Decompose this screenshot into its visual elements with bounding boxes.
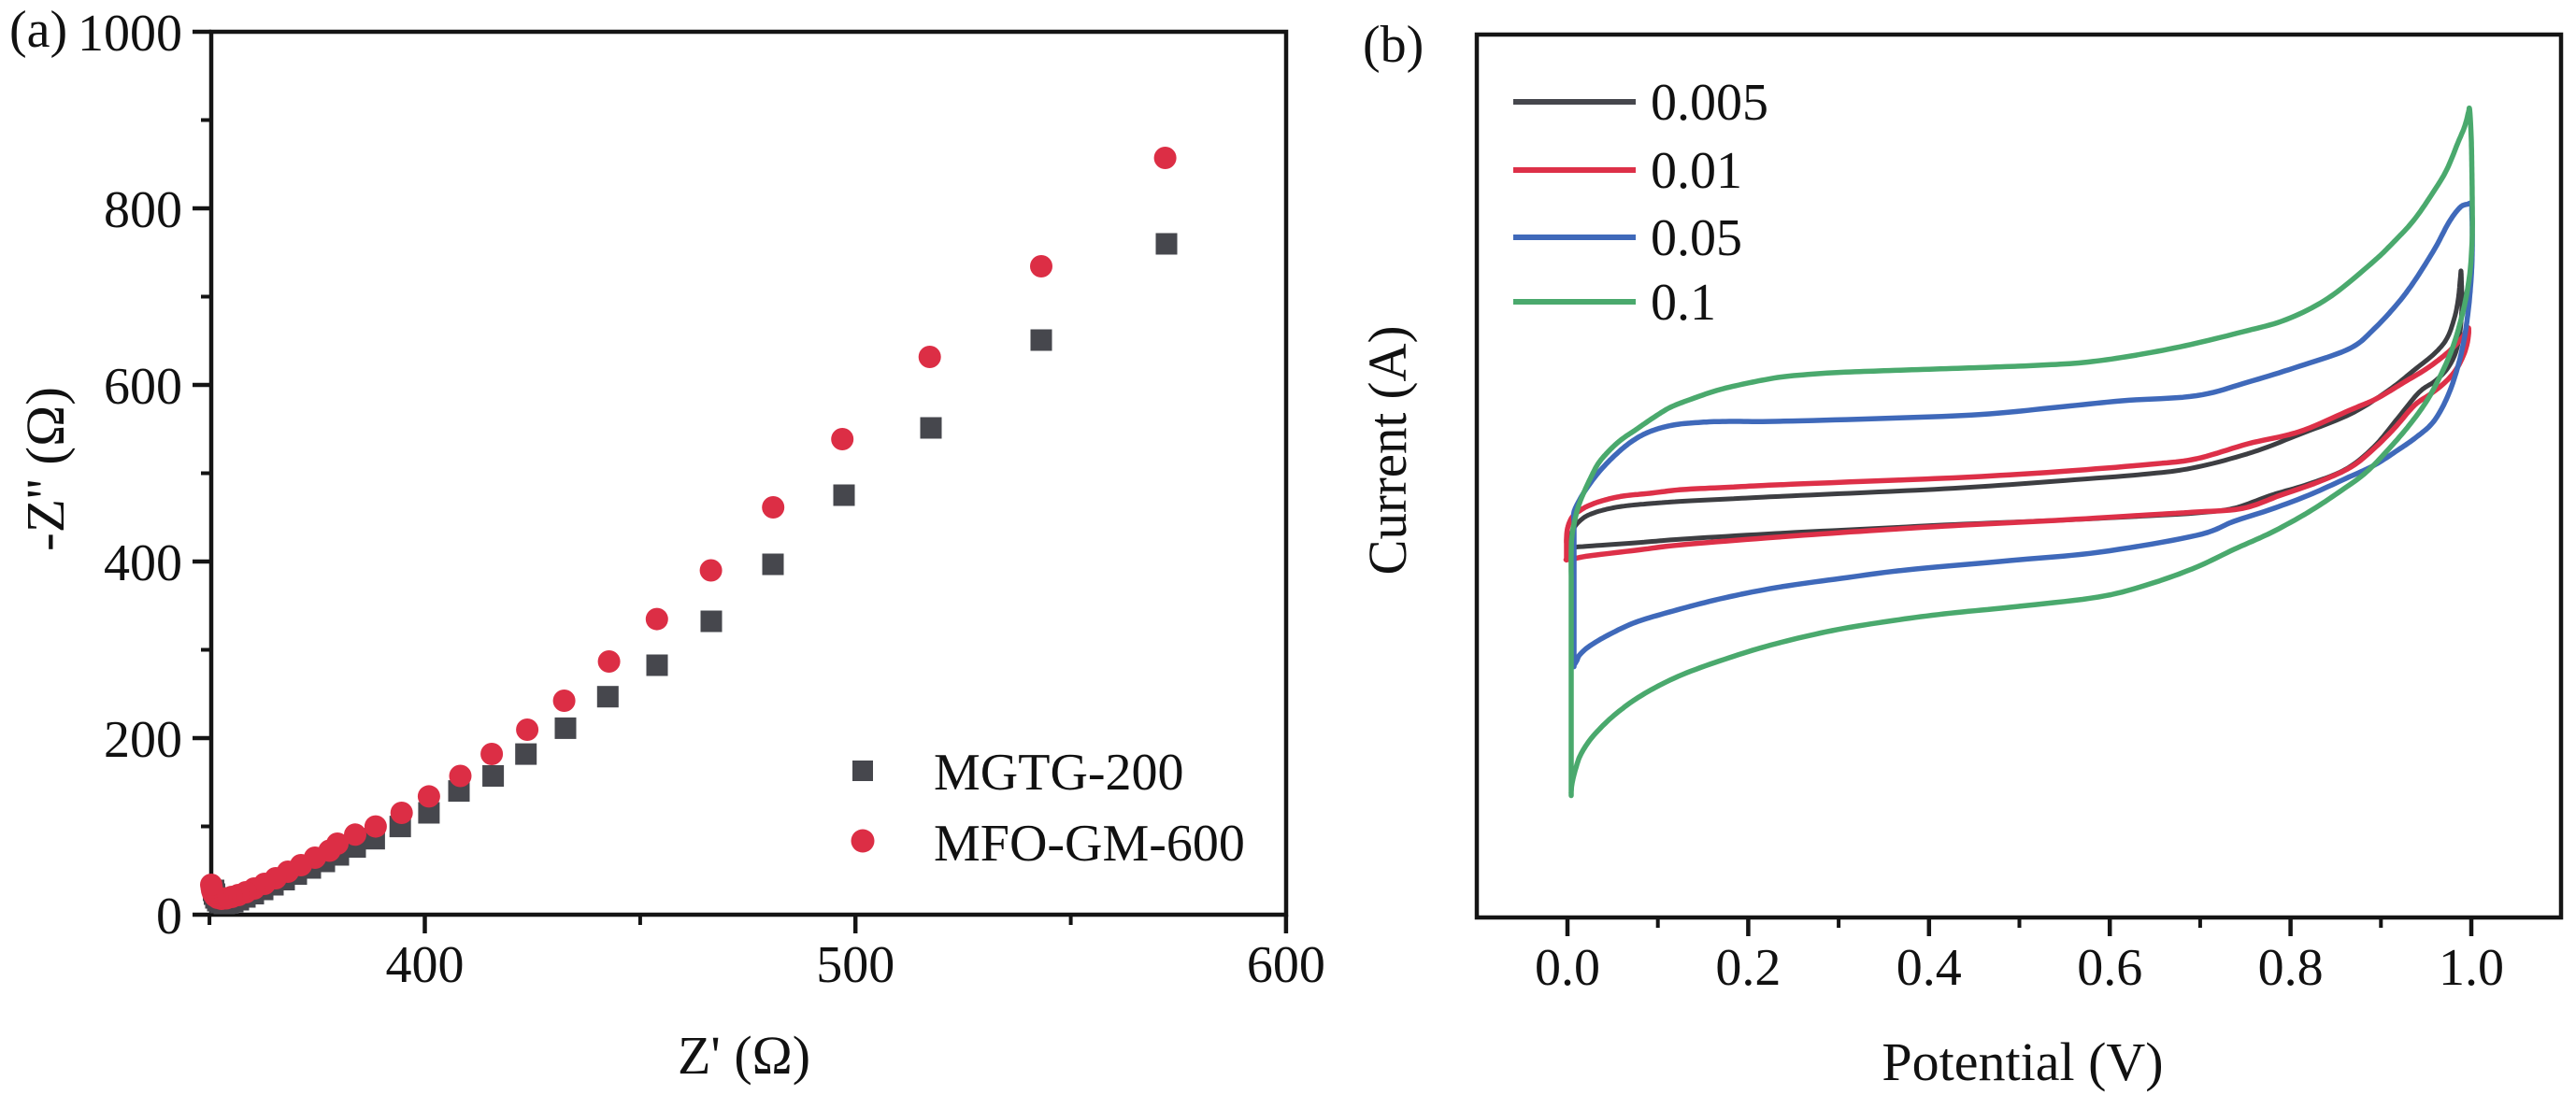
svg-text:0.1: 0.1 xyxy=(1651,274,1716,332)
svg-text:500: 500 xyxy=(816,936,894,994)
svg-text:MGTG-200: MGTG-200 xyxy=(934,744,1184,802)
svg-text:1000: 1000 xyxy=(78,5,182,63)
svg-text:MFO-GM-600: MFO-GM-600 xyxy=(934,815,1245,873)
svg-text:200: 200 xyxy=(104,711,182,769)
svg-text:600: 600 xyxy=(1247,936,1325,994)
svg-text:(b): (b) xyxy=(1363,16,1424,74)
svg-text:0: 0 xyxy=(156,888,182,946)
svg-text:0.2: 0.2 xyxy=(1715,939,1781,997)
svg-text:1.0: 1.0 xyxy=(2439,939,2504,997)
svg-text:0.8: 0.8 xyxy=(2258,939,2324,997)
svg-text:600: 600 xyxy=(104,358,182,416)
svg-text:0.01: 0.01 xyxy=(1651,142,1742,200)
svg-text:0.005: 0.005 xyxy=(1651,74,1768,132)
svg-text:0.6: 0.6 xyxy=(2077,939,2142,997)
svg-text:0.0: 0.0 xyxy=(1535,939,1600,997)
svg-text:0.4: 0.4 xyxy=(1896,939,1962,997)
svg-text:800: 800 xyxy=(104,181,182,239)
svg-text:Potential (V): Potential (V) xyxy=(1882,1031,2163,1092)
svg-text:400: 400 xyxy=(386,936,465,994)
svg-text:0.05: 0.05 xyxy=(1651,209,1742,267)
svg-text:(a): (a) xyxy=(9,1,67,59)
svg-text:400: 400 xyxy=(104,534,182,592)
svg-text:Z' (Ω): Z' (Ω) xyxy=(678,1025,810,1086)
svg-text:-Z'' (Ω): -Z'' (Ω) xyxy=(15,387,76,551)
svg-text:Current (A): Current (A) xyxy=(1357,326,1418,576)
